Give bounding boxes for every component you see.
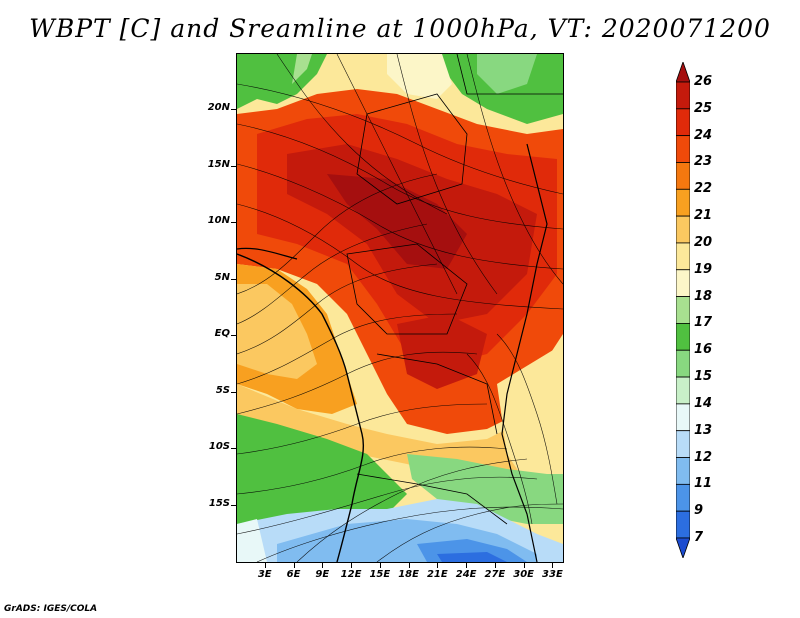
credit-text: GrADS: IGES/COLA	[4, 604, 98, 614]
lon-tick-mark	[379, 563, 381, 568]
lon-tick-label: 9E	[315, 569, 330, 580]
colorbar-swatch	[676, 108, 690, 137]
colorbar-label: 24	[694, 127, 713, 143]
colorbar-label: 25	[694, 100, 713, 116]
lon-tick-mark	[494, 563, 496, 568]
lat-tick-mark	[231, 504, 236, 506]
lat-tick-label: 20N	[207, 102, 230, 114]
colorbar-swatch	[676, 403, 690, 432]
coastline-west	[237, 253, 365, 562]
colorbar-swatch	[676, 162, 690, 190]
colorbar-swatch	[676, 135, 690, 163]
colorbar-swatch	[676, 323, 690, 351]
wbpt-map	[236, 53, 564, 563]
lon-tick-label: 15E	[369, 569, 391, 580]
lon-tick-label: 27E	[484, 569, 506, 580]
colorbar-bottom-arrow	[676, 537, 690, 558]
lon-tick-mark	[437, 563, 439, 568]
colorbar-label: 16	[694, 342, 713, 358]
colorbar-top-arrow	[676, 62, 690, 83]
lon-tick-label: 3E	[257, 569, 272, 580]
lat-tick-mark	[231, 391, 236, 393]
colorbar-swatch	[676, 349, 690, 378]
colorbar-swatch	[676, 296, 690, 324]
lon-tick-label: 24E	[455, 569, 477, 580]
colorbar-label: 20	[694, 234, 713, 250]
colorbar-label: 17	[694, 315, 713, 331]
colorbar-swatch	[676, 188, 690, 217]
lat-tick-label: 10N	[207, 215, 230, 227]
colorbar-label: 19	[694, 261, 713, 277]
colorbar-label: 9	[694, 503, 704, 519]
lon-tick-label: 12E	[340, 569, 362, 580]
lat-tick-mark	[231, 165, 236, 167]
lon-tick-mark	[351, 563, 353, 568]
lat-tick-mark	[231, 222, 236, 224]
lon-tick-label: 30E	[513, 569, 535, 580]
lat-tick-label: EQ	[214, 328, 230, 340]
lat-tick-mark	[231, 278, 236, 280]
colorbar-swatch	[676, 457, 690, 485]
lon-tick-label: 21E	[426, 569, 448, 580]
lat-tick-label: 15S	[208, 497, 230, 509]
lon-tick-mark	[264, 563, 266, 568]
colorbar-label: 7	[694, 530, 704, 545]
lon-tick-mark	[552, 563, 554, 568]
colorbar-label: 12	[694, 449, 713, 465]
colorbar-label: 22	[694, 181, 713, 197]
lon-tick-mark	[408, 563, 410, 568]
lat-tick-label: 5N	[214, 271, 230, 283]
colorbar-swatch	[676, 430, 690, 458]
map-canvas	[237, 54, 563, 562]
lon-tick-mark	[293, 563, 295, 568]
colorbar-bar	[676, 62, 690, 558]
lon-tick-label: 33E	[542, 569, 563, 580]
lat-tick-label: 15N	[207, 158, 230, 170]
colorbar-swatch	[676, 483, 690, 512]
colorbar-label: 21	[694, 208, 713, 224]
lon-tick-label: 6E	[286, 569, 301, 580]
lat-tick-mark	[231, 448, 236, 450]
colorbar-label: 14	[694, 395, 713, 411]
colorbar-label: 26	[694, 74, 713, 89]
colorbar-swatch	[676, 242, 690, 271]
colorbar-label: 15	[694, 369, 713, 385]
lat-tick-mark	[231, 335, 236, 337]
colorbar-swatch	[676, 376, 690, 405]
lon-tick-label: 18E	[398, 569, 419, 580]
green-region-south	[237, 414, 407, 534]
colorbar-swatch	[676, 510, 690, 539]
lon-tick-mark	[466, 563, 468, 568]
lat-tick-mark	[231, 109, 236, 111]
borders-east	[501, 143, 548, 562]
colorbar-swatch	[676, 81, 690, 110]
streamlines	[237, 54, 563, 562]
lat-tick-label: 10S	[208, 441, 230, 453]
map-title: WBPT [C] and Sreamline at 1000hPa, VT: 2…	[29, 14, 771, 43]
colorbar-label: 18	[694, 288, 713, 304]
lat-tick-label: 5S	[215, 384, 230, 396]
colorbar-label: 11	[694, 476, 713, 492]
colorbar-swatch	[676, 215, 690, 244]
lon-tick-mark	[523, 563, 525, 568]
lon-tick-mark	[322, 563, 324, 568]
colorbar-swatch	[676, 269, 690, 297]
colorbar-label: 23	[694, 154, 713, 170]
colorbar-label: 13	[694, 422, 713, 438]
